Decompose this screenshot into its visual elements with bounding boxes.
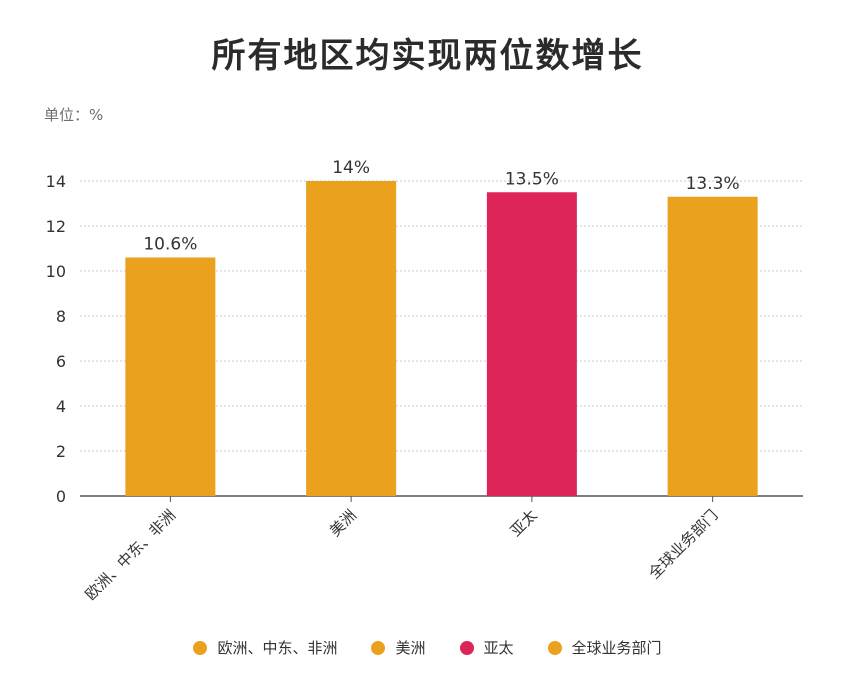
legend-swatch [459, 640, 474, 655]
chart-title: 所有地区均实现两位数增长 [211, 36, 644, 76]
data-label: 14% [332, 158, 370, 178]
y-tick-label: 6 [56, 352, 66, 371]
y-tick-label: 14 [46, 172, 66, 191]
bar [667, 196, 758, 496]
data-label: 13.5% [505, 169, 559, 189]
legend-item: 欧洲、中东、非洲 [193, 637, 337, 658]
bar [306, 181, 397, 496]
legend-label: 亚太 [483, 639, 514, 657]
x-tick-label: 亚太 [507, 506, 541, 540]
y-tick-label: 4 [56, 397, 66, 416]
y-tick-label: 12 [46, 217, 66, 236]
x-tick-label: 美洲 [326, 506, 360, 540]
y-tick-label: 0 [56, 487, 66, 506]
data-label: 13.3% [686, 174, 740, 194]
data-label: 10.6% [143, 235, 197, 255]
chart-legend: 欧洲、中东、非洲 美洲 亚太 全球业务部门 [0, 637, 855, 658]
legend-swatch [371, 640, 386, 655]
x-tick-label: 全球业务部门 [645, 506, 721, 582]
bar [486, 192, 577, 496]
legend-label: 美洲 [395, 639, 426, 657]
legend-item: 全球业务部门 [547, 637, 662, 658]
x-tick-label: 欧洲、中东、非洲 [82, 506, 180, 604]
legend-label: 欧洲、中东、非洲 [217, 639, 338, 657]
legend-swatch [193, 640, 208, 655]
y-tick-label: 2 [56, 442, 66, 461]
bar [125, 257, 216, 496]
y-tick-label: 8 [56, 307, 66, 326]
legend-swatch [547, 640, 562, 655]
y-tick-label: 10 [46, 262, 66, 281]
legend-item: 美洲 [371, 637, 426, 658]
legend-label: 全球业务部门 [571, 639, 662, 657]
unit-label: 单位：% [44, 106, 104, 124]
legend-item: 亚太 [459, 637, 514, 658]
